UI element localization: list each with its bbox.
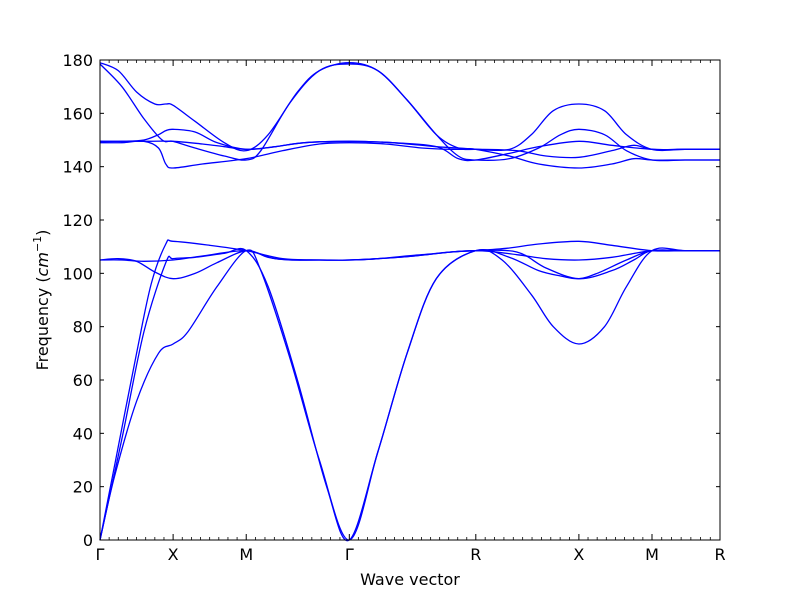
- y-tick-label: 120: [62, 211, 93, 230]
- x-axis-label: Wave vector: [360, 570, 460, 589]
- x-tick-label: Γ: [96, 545, 105, 564]
- x-tick-label: Γ: [345, 545, 354, 564]
- x-tick-label: R: [470, 545, 481, 564]
- x-tick-label: X: [168, 545, 179, 564]
- series-line: [99, 140, 720, 169]
- plot-frame: [99, 59, 721, 541]
- y-tick-label: 180: [62, 51, 93, 70]
- y-tick-label: 80: [73, 318, 93, 337]
- y-tick-label: 40: [73, 424, 93, 443]
- y-axis-label-exponent: −1: [31, 236, 44, 252]
- series-line: [99, 249, 720, 280]
- series-line: [100, 140, 720, 169]
- x-tick-label: X: [573, 545, 584, 564]
- y-axis-label: Frequency (cm−1): [31, 230, 52, 371]
- series-layer: [99, 62, 720, 542]
- series-line: [99, 247, 720, 542]
- y-axis-ticks: 0 20 40 60 80 100 120 140 160 180: [62, 51, 720, 550]
- x-tick-label: M: [239, 545, 253, 564]
- x-tick-label: M: [645, 545, 659, 564]
- y-tick-label: 20: [73, 478, 93, 497]
- x-tick-label: R: [714, 545, 725, 564]
- y-axis-label-unit: cm: [33, 252, 52, 276]
- y-axis-label-close: ): [33, 230, 52, 236]
- y-axis-label-main: Frequency (: [33, 276, 52, 370]
- y-tick-label: 100: [62, 264, 93, 283]
- y-tick-label: 140: [62, 158, 93, 177]
- y-tick-label: 0: [83, 531, 93, 550]
- y-tick-label: 160: [62, 104, 93, 123]
- y-tick-label: 60: [73, 371, 93, 390]
